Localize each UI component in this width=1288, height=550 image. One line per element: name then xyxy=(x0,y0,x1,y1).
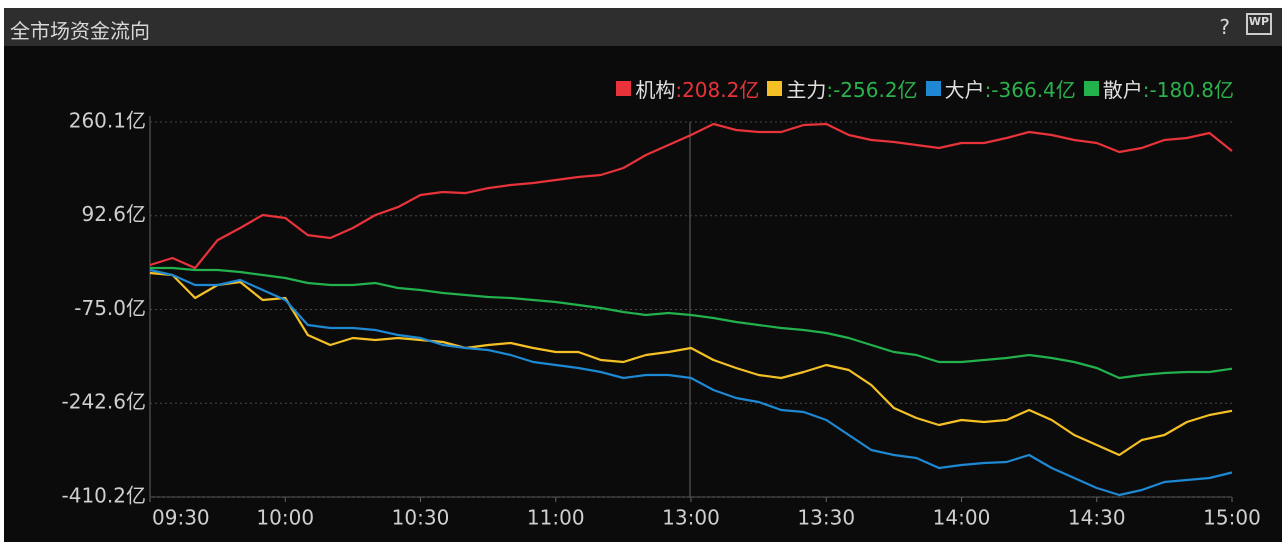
legend-item: 大户:-366.4亿 xyxy=(925,74,1076,103)
legend: 机构:208.2亿 主力:-256.2亿 大户:-366.4亿 散户:-180.8亿 xyxy=(616,74,1234,103)
legend-item: 机构:208.2亿 xyxy=(616,74,759,103)
legend-swatch xyxy=(616,81,632,96)
series-line xyxy=(149,268,1233,497)
panel: 全市场资金流向 ? WP 机构:208.2亿 主力:-256.2亿 大户:-366.… xyxy=(4,8,1282,542)
x-tick-label: 15:00 xyxy=(1203,506,1261,530)
legend-name: 散户 xyxy=(1102,78,1143,102)
help-button[interactable]: ? xyxy=(1219,15,1230,39)
x-tick-label: 10:00 xyxy=(256,506,314,530)
legend-name: 机构 xyxy=(635,78,676,102)
x-tick-label: 14:30 xyxy=(1068,506,1126,530)
legend-total: :-256.2亿 xyxy=(826,78,918,102)
x-tick-label: 13:30 xyxy=(797,506,855,530)
legend-name: 大户 xyxy=(944,78,985,102)
series-line xyxy=(149,271,1233,457)
legend-item: 散户:-180.8亿 xyxy=(1083,74,1234,103)
x-tick-label: 10:30 xyxy=(392,506,450,530)
x-tick-label: 09:30 xyxy=(152,506,210,530)
wp-icon[interactable]: WP xyxy=(1246,13,1272,35)
legend-swatch xyxy=(767,81,783,96)
y-tick-label: -242.6亿 xyxy=(62,390,146,414)
title-bar: 全市场资金流向 ? WP xyxy=(4,8,1282,46)
series-line xyxy=(149,122,1233,270)
x-tick-label: 11:00 xyxy=(527,506,585,530)
y-tick-label: -410.2亿 xyxy=(62,484,146,508)
x-tick-label: 14:00 xyxy=(933,506,991,530)
y-tick-label: 92.6亿 xyxy=(81,202,146,226)
legend-item: 主力:-256.2亿 xyxy=(767,74,918,103)
chart-title: 全市场资金流向 xyxy=(10,19,150,43)
legend-swatch xyxy=(925,81,941,96)
series-line xyxy=(150,266,1233,380)
legend-name: 主力 xyxy=(786,78,827,102)
legend-total: :-180.8亿 xyxy=(1142,78,1234,102)
y-tick-label: 260.1亿 xyxy=(69,109,146,133)
legend-swatch xyxy=(1083,81,1099,96)
legend-total: :208.2亿 xyxy=(675,78,760,102)
legend-total: :-366.4亿 xyxy=(984,78,1076,102)
x-tick-label: 13:00 xyxy=(662,506,720,530)
y-tick-label: -75.0亿 xyxy=(74,296,146,320)
